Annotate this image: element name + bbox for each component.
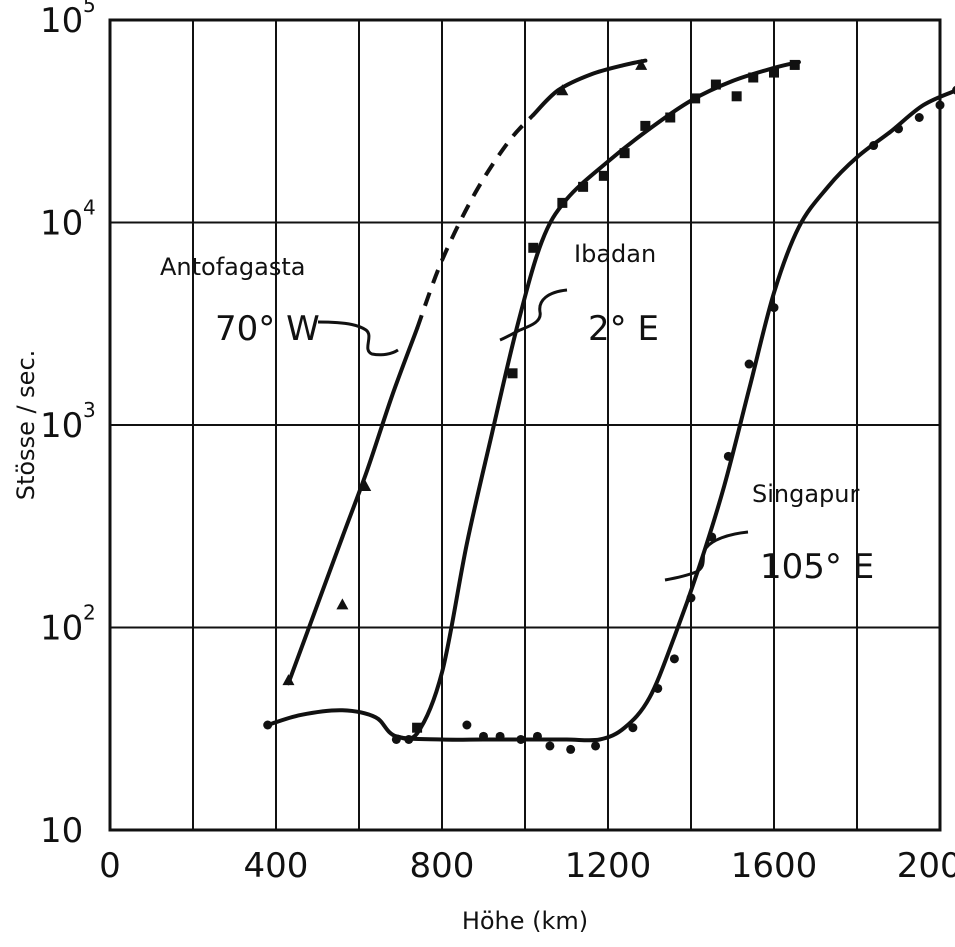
x-ticks: 0 400 800 1200 1600 2000: [99, 846, 955, 886]
data-point-singapur: [952, 86, 955, 95]
data-point-ibadan: [557, 197, 568, 208]
annotation-ibadan-longitude: 2° E: [588, 309, 659, 349]
data-point-ibadan: [731, 91, 742, 102]
data-point-antofagasta: [556, 84, 569, 96]
curve-ibadan: [394, 60, 801, 741]
data-point-singapur: [769, 303, 779, 313]
curve-antofagasta: [286, 326, 420, 686]
y-axis-label: Stösse / sec.: [12, 350, 40, 501]
annotation-ibadan-name: Ibadan: [574, 240, 656, 268]
data-point-ibadan: [789, 59, 800, 70]
y-tick-exponent: 4: [83, 196, 96, 220]
data-point-ibadan: [528, 242, 539, 253]
data-point-singapur: [516, 734, 526, 744]
data-point-singapur: [744, 359, 754, 369]
data-point-singapur: [914, 113, 924, 123]
y-tick-exponent: 5: [83, 0, 96, 17]
annotation-antofagasta-name: Antofagasta: [160, 253, 305, 281]
data-point-antofagasta: [282, 674, 295, 686]
data-point-singapur: [532, 731, 542, 741]
leader-ibadan: [499, 288, 568, 342]
annotation-antofagasta-longitude: 70° W: [215, 309, 320, 349]
y-tick-label: 10: [40, 406, 83, 446]
y-tick-label: 10: [40, 811, 83, 851]
curve-singapur: [265, 88, 955, 743]
data-point-ibadan: [640, 120, 651, 131]
data-point-ibadan: [710, 79, 721, 90]
curves: [265, 58, 955, 743]
data-point-singapur: [566, 744, 576, 754]
x-tick-label: 1200: [565, 846, 652, 886]
data-point-singapur: [669, 654, 679, 664]
data-point-singapur: [935, 100, 945, 110]
y-tick-exponent: 2: [83, 601, 96, 625]
data-point-ibadan: [578, 181, 589, 192]
data-point-ibadan: [507, 368, 518, 379]
leader-antofagasta: [317, 320, 399, 357]
data-point-ibadan: [619, 148, 630, 159]
data-point-singapur: [707, 532, 717, 542]
data-point-singapur: [479, 731, 488, 741]
data-point-ibadan: [690, 93, 701, 104]
data-point-singapur: [869, 141, 879, 151]
data-point-ibadan: [598, 170, 609, 181]
x-tick-label: 800: [410, 846, 475, 886]
data-point-singapur: [462, 720, 472, 730]
data-point-singapur: [723, 451, 733, 461]
x-axis-label: Höhe (km): [462, 907, 588, 935]
plot-frame: [108, 18, 942, 832]
curve-antofagasta-upper: [531, 58, 648, 117]
data-point-singapur: [894, 124, 903, 134]
data-point-singapur: [263, 720, 273, 730]
x-tick-label: 0: [99, 846, 121, 886]
x-tick-label: 2000: [897, 846, 955, 886]
leader-singapur: [664, 530, 749, 582]
y-tick-label: 10: [40, 204, 83, 244]
data-point-ibadan: [769, 67, 779, 78]
data-point-singapur: [495, 731, 505, 741]
data-point-singapur: [628, 723, 638, 733]
data-point-singapur: [391, 734, 401, 744]
data-point-ibadan: [665, 112, 676, 123]
data-point-singapur: [545, 741, 555, 751]
data-point-ibadan: [412, 722, 423, 733]
data-point-antofagasta: [336, 598, 349, 610]
y-tick-label: 10: [40, 609, 83, 649]
y-tick-exponent: 3: [83, 398, 96, 422]
data-point-singapur: [591, 741, 601, 751]
y-tick-label: 10: [40, 1, 83, 41]
grid: [110, 20, 940, 830]
data-point-antofagasta: [635, 58, 648, 70]
data-point-singapur: [686, 593, 696, 603]
data-point-singapur: [404, 734, 414, 744]
x-tick-label: 1600: [731, 846, 818, 886]
curve-antofagasta-dashed: [415, 113, 535, 330]
data-point-ibadan: [748, 72, 759, 83]
data-point-singapur: [653, 683, 663, 693]
annotation-singapur-name: Singapur: [752, 480, 860, 508]
x-tick-label: 400: [244, 846, 309, 886]
annotation-singapur-longitude: 105° E: [760, 547, 874, 587]
data-points: [263, 58, 955, 754]
data-point-antofagasta: [359, 479, 372, 491]
